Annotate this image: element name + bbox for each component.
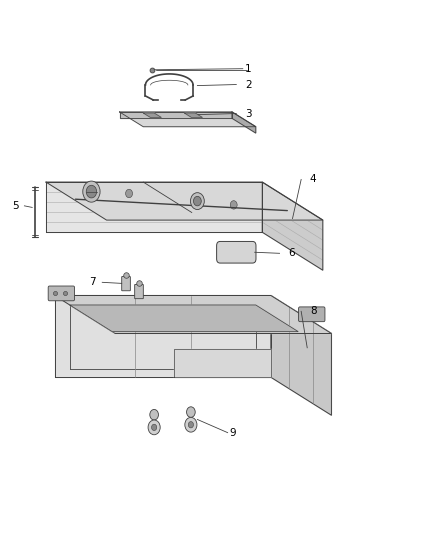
- Polygon shape: [70, 305, 298, 332]
- Polygon shape: [46, 182, 323, 220]
- Circle shape: [185, 417, 197, 432]
- Circle shape: [191, 192, 204, 209]
- FancyBboxPatch shape: [299, 307, 325, 322]
- Polygon shape: [120, 112, 256, 127]
- Circle shape: [194, 196, 201, 206]
- Circle shape: [188, 422, 194, 428]
- Polygon shape: [262, 182, 323, 270]
- Circle shape: [187, 407, 195, 417]
- Circle shape: [148, 420, 160, 435]
- Text: 9: 9: [230, 427, 237, 438]
- Circle shape: [83, 181, 100, 202]
- Circle shape: [150, 409, 159, 420]
- Polygon shape: [232, 112, 256, 133]
- FancyBboxPatch shape: [217, 241, 256, 263]
- Text: 3: 3: [245, 109, 251, 118]
- FancyBboxPatch shape: [134, 285, 143, 298]
- Text: 7: 7: [89, 277, 96, 287]
- FancyBboxPatch shape: [48, 286, 74, 301]
- Text: 6: 6: [288, 248, 295, 259]
- Polygon shape: [120, 112, 232, 118]
- Polygon shape: [143, 113, 161, 117]
- Circle shape: [86, 185, 97, 198]
- Circle shape: [152, 424, 157, 431]
- FancyBboxPatch shape: [122, 277, 131, 291]
- Polygon shape: [271, 295, 332, 415]
- Polygon shape: [55, 295, 271, 377]
- Circle shape: [126, 189, 133, 198]
- Text: 4: 4: [310, 174, 316, 184]
- Polygon shape: [184, 113, 202, 117]
- Polygon shape: [55, 295, 332, 334]
- Text: 2: 2: [245, 79, 251, 90]
- Polygon shape: [173, 349, 271, 377]
- Text: 8: 8: [310, 306, 316, 316]
- Text: 1: 1: [245, 64, 251, 74]
- Polygon shape: [46, 182, 262, 232]
- Circle shape: [230, 201, 237, 209]
- Text: 5: 5: [12, 201, 19, 211]
